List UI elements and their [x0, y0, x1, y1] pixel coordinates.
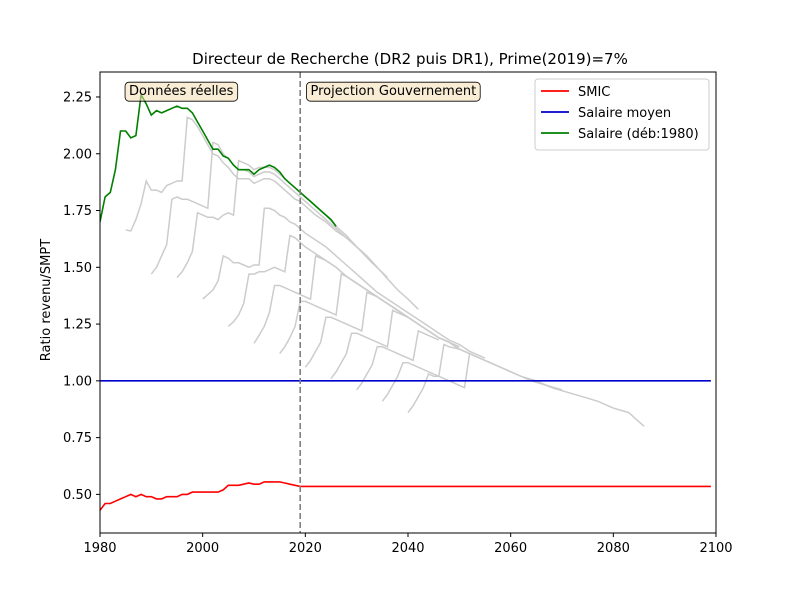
- y-tick-label: 2.25: [63, 90, 92, 105]
- x-tick-label: 2000: [186, 541, 219, 556]
- annotation-projection: Projection Gouvernement: [306, 81, 481, 102]
- background-career-line-2: [150, 141, 389, 279]
- annotation-label: Données réelles: [129, 84, 234, 99]
- background-series-group: [125, 116, 645, 427]
- x-tick-label: 2020: [289, 541, 322, 556]
- y-tick-label: 1.50: [63, 261, 92, 276]
- background-career-line-11: [381, 343, 460, 402]
- x-tick-label: 2040: [391, 541, 424, 556]
- annotation-group: Données réelles Projection Gouvernement: [124, 81, 481, 102]
- series-line-salaire-d-b-1980: [100, 92, 337, 227]
- annotation-real-data: Données réelles: [124, 81, 239, 102]
- legend-entry-salaire-d-b-1980: Salaire (déb:1980): [541, 127, 699, 142]
- background-career-line-1: [125, 116, 363, 252]
- legend-entry-smic: SMIC: [541, 85, 610, 100]
- legend-entry-salaire-moyen: Salaire moyen: [541, 106, 671, 121]
- x-tick-label: 2100: [699, 541, 732, 556]
- y-tick-label: 1.00: [63, 374, 92, 389]
- y-tick-label: 0.50: [63, 488, 92, 503]
- x-tick-label: 2060: [494, 541, 527, 556]
- series-group: [100, 92, 711, 511]
- background-career-line-3: [176, 159, 419, 310]
- x-tick-label: 1980: [83, 541, 116, 556]
- legend-label: Salaire moyen: [578, 106, 671, 121]
- legend-label: SMIC: [578, 85, 610, 100]
- chart-title: Directeur de Recherche (DR2 puis DR1), P…: [192, 50, 628, 68]
- series-line-smic: [100, 481, 711, 511]
- annotation-box: [306, 81, 481, 102]
- background-career-line-12: [407, 353, 471, 414]
- y-tick-label: 2.00: [63, 147, 92, 162]
- y-tick-label: 0.75: [63, 431, 92, 446]
- annotation-box: [124, 81, 239, 102]
- background-career-line-4: [202, 207, 486, 359]
- legend: SMIC Salaire moyen Salaire (déb:1980): [534, 78, 710, 151]
- y-tick-label: 1.25: [63, 318, 92, 333]
- x-axis: 1980 2000 2020 2040 2060 2080 2100: [83, 533, 733, 556]
- annotation-label: Projection Gouvernement: [310, 84, 476, 99]
- background-career-line-8: [304, 291, 409, 368]
- plot-area: Données réelles Projection Gouvernement: [99, 71, 717, 534]
- y-axis: 0.50 0.75 1.00 1.25 1.50 1.75 2.00 2.25: [63, 90, 100, 503]
- x-tick-label: 2080: [597, 541, 630, 556]
- y-axis-label: Ratio revenu/SMPT: [39, 239, 54, 361]
- background-career-line-10: [356, 329, 440, 391]
- legend-label: Salaire (déb:1980): [578, 127, 699, 142]
- legend-box: [534, 78, 710, 151]
- background-career-line-9: [330, 309, 409, 380]
- y-tick-label: 1.75: [63, 204, 92, 219]
